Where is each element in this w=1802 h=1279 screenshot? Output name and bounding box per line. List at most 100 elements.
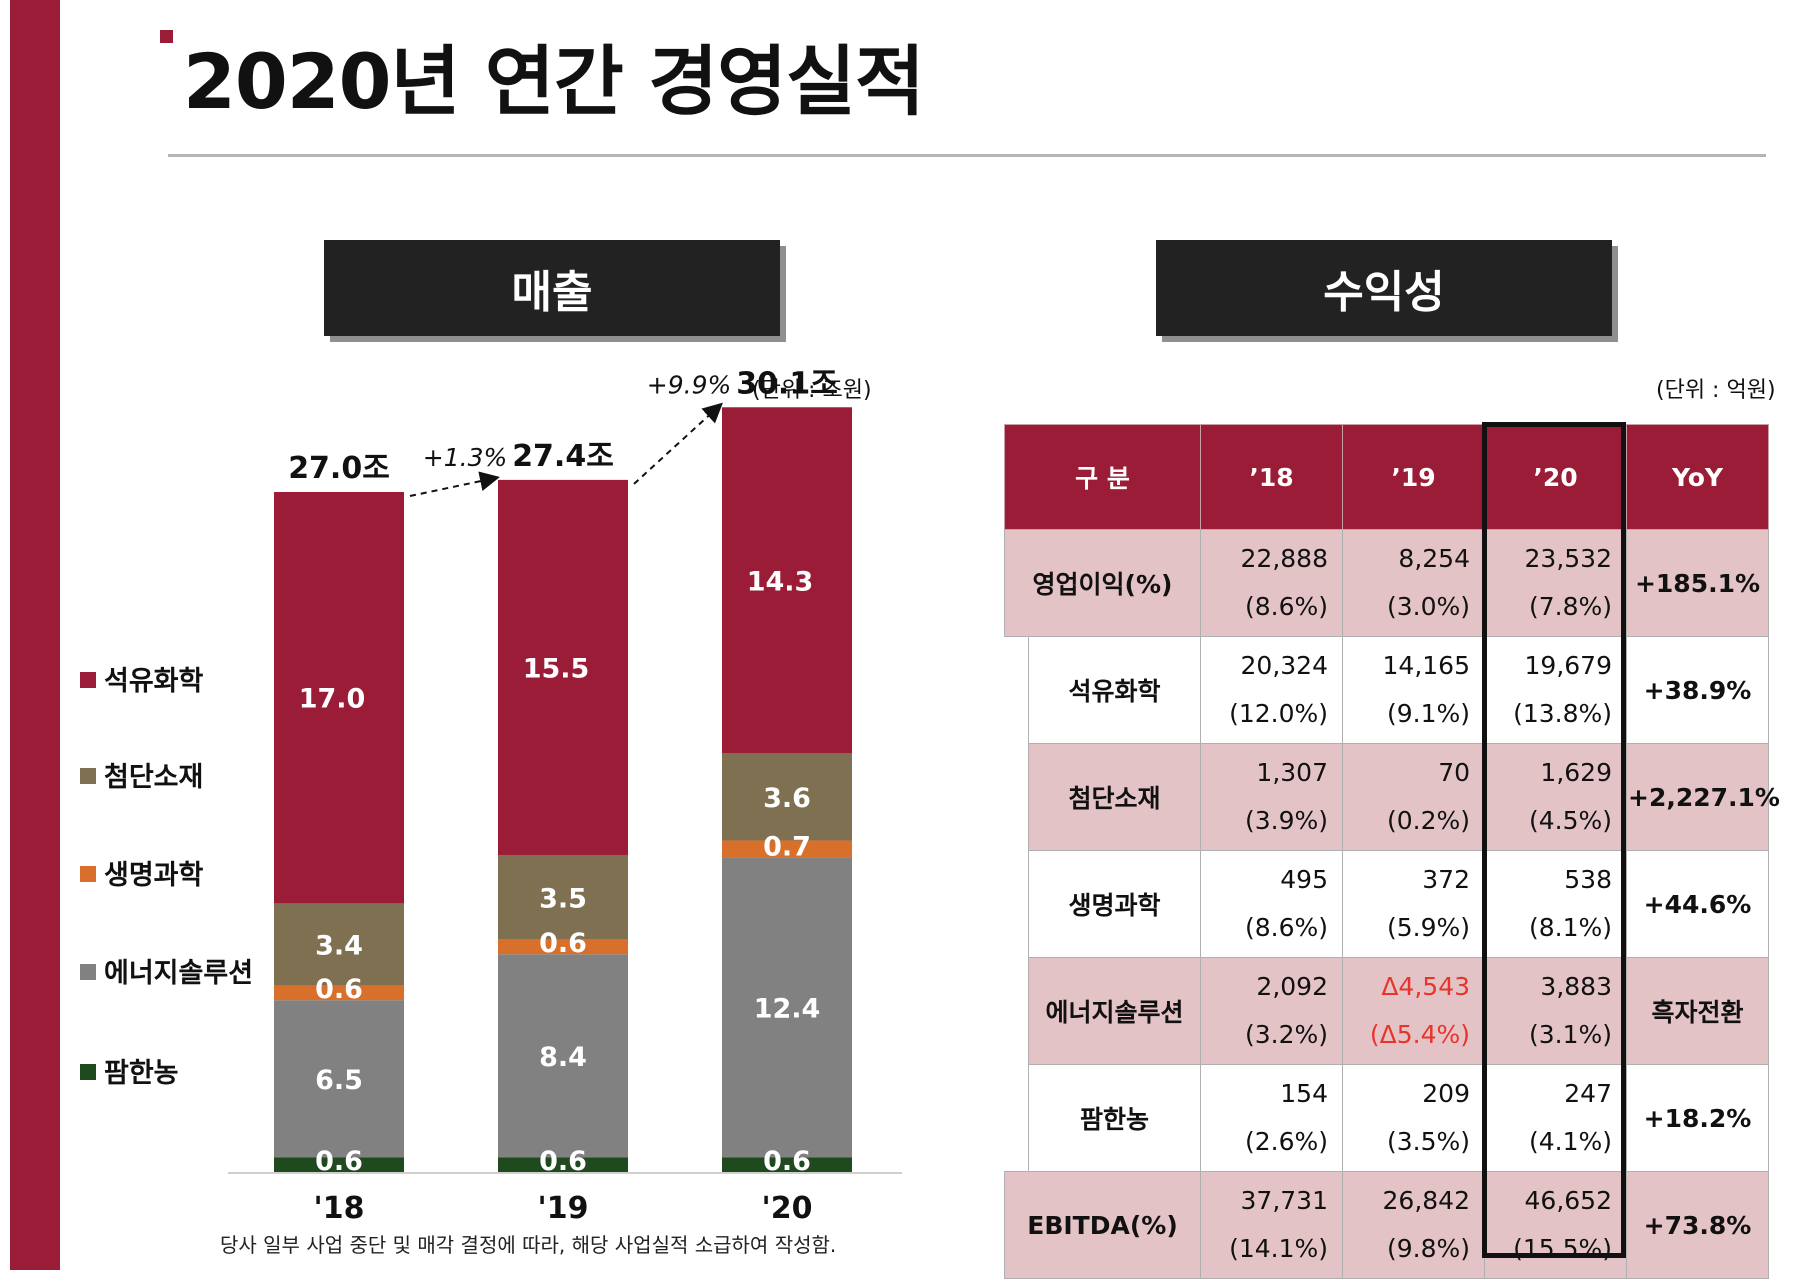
cell-value: 2,092 [1256, 972, 1328, 1001]
total-label: 30.1조 [736, 366, 838, 401]
cell-2020: 247 (4.1%) [1484, 1064, 1627, 1172]
cell-margin: (9.8%) [1386, 1234, 1470, 1263]
legend-swatch [80, 866, 96, 882]
legend-swatch [80, 964, 96, 980]
indent-spacer [1004, 743, 1029, 851]
cell-value: 538 [1564, 865, 1612, 894]
cell-margin: (8.1%) [1528, 913, 1612, 942]
cell-value: 209 [1422, 1079, 1470, 1108]
bar-segment [274, 1157, 404, 1172]
bar-segment [498, 939, 628, 955]
cell-value: 3,883 [1540, 972, 1612, 1001]
legend-label: 첨단소재 [104, 762, 203, 793]
cell-margin: (8.6%) [1244, 592, 1328, 621]
cell-value: 1,307 [1256, 758, 1328, 787]
legend-swatch [80, 768, 96, 784]
cell-margin: (14.1%) [1229, 1234, 1328, 1263]
cell-2019: 209 (3.5%) [1342, 1064, 1485, 1172]
cell-margin: (3.2%) [1244, 1020, 1328, 1049]
left-accent-bar [10, 0, 60, 1270]
row-label: 영업이익(%) [1004, 529, 1201, 637]
table-row-energy-solutions: 에너지솔루션 2,092 (3.2%) Δ4,543 (Δ5.4%) 3,883 (3… [1004, 957, 1769, 1065]
cell-2020: 538 (8.1%) [1484, 850, 1627, 958]
cell-margin: (15.5%) [1513, 1234, 1612, 1263]
cell-2019: 70 (0.2%) [1342, 743, 1485, 851]
indent-spacer [1004, 850, 1029, 958]
bar-segment [722, 753, 852, 841]
cell-value: 46,652 [1524, 1186, 1612, 1215]
bar-segment [498, 479, 628, 855]
table-row-operating-profit: 영업이익(%) 22,888 (8.6%) 8,254 (3.0%) 23,532 (… [1004, 529, 1769, 637]
profitability-table: 구 분 ’18 ’19 ’20 YoY 영업이익(%) 22,888 (8.6%)… [1004, 424, 1780, 1279]
data-label: 8.4 [539, 1042, 587, 1073]
title-divider [168, 154, 1766, 157]
cell-margin: (3.0%) [1386, 592, 1470, 621]
cell-2018: 154 (2.6%) [1200, 1064, 1343, 1172]
cell-2019: 372 (5.9%) [1342, 850, 1485, 958]
header-yoy: YoY [1626, 424, 1769, 530]
sales-unit-note: (단위 : 조원) [752, 378, 872, 403]
table-row-petrochemicals: 석유화학 20,324 (12.0%) 14,165 (9.1%) 19,679 (1… [1004, 636, 1769, 744]
cell-value: 37,731 [1240, 1186, 1328, 1215]
cell-2018: 495 (8.6%) [1200, 850, 1343, 958]
cell-margin: (3.9%) [1244, 806, 1328, 835]
cell-yoy: +185.1% [1626, 529, 1769, 637]
footnote: 당사 일부 사업 중단 및 매각 결정에 따라, 해당 사업실적 소급하여 작성… [220, 1233, 837, 1257]
legend-swatch [80, 672, 96, 688]
growth-label: +9.9% [647, 370, 731, 399]
cell-2018: 1,307 (3.9%) [1200, 743, 1343, 851]
header-category: 구 분 [1004, 424, 1201, 530]
cell-value: 23,532 [1524, 544, 1612, 573]
growth-label: +1.3% [423, 443, 507, 472]
x-tick-label: '18 [314, 1191, 365, 1226]
data-label: 0.7 [763, 831, 811, 862]
cell-margin: (13.8%) [1513, 699, 1612, 728]
bar-segment [498, 954, 628, 1158]
bar-segment [274, 1000, 404, 1158]
bar-segment [722, 1157, 852, 1172]
total-label: 27.4조 [512, 439, 614, 474]
cell-value: 154 [1280, 1079, 1328, 1108]
legend-label: 팜한농 [104, 1058, 179, 1089]
legend-label: 생명과학 [104, 860, 204, 891]
cell-value: 26,842 [1382, 1186, 1470, 1215]
cell-value: 19,679 [1524, 651, 1612, 680]
data-label: 0.6 [539, 928, 587, 959]
data-label: 17.0 [299, 684, 366, 715]
cell-2019: Δ4,543 (Δ5.4%) [1342, 957, 1485, 1065]
cell-margin: (12.0%) [1229, 699, 1328, 728]
row-label: 에너지솔루션 [1028, 957, 1201, 1065]
cell-2018: 20,324 (12.0%) [1200, 636, 1343, 744]
data-label: 0.6 [315, 974, 363, 1005]
x-tick-label: '19 [538, 1191, 589, 1226]
legend-label: 에너지솔루션 [104, 958, 253, 989]
growth-arrow [633, 402, 723, 485]
legend-label: 석유화학 [104, 666, 204, 697]
bar-segment [274, 491, 404, 904]
cell-value: 70 [1438, 758, 1470, 787]
cell-yoy: +44.6% [1626, 850, 1769, 958]
data-label: 3.6 [763, 783, 811, 814]
bar-segment [722, 840, 852, 858]
cell-value: 372 [1422, 865, 1470, 894]
indent-spacer [1004, 636, 1029, 744]
header-2020: ’20 [1484, 424, 1627, 530]
table-row-life-sciences: 생명과학 495 (8.6%) 372 (5.9%) 538 (8.1%) +44.6… [1004, 850, 1769, 958]
cell-margin: (8.6%) [1244, 913, 1328, 942]
cell-yoy: +18.2% [1626, 1064, 1769, 1172]
sales-stacked-bar-chart: 0.6 6.5 0.6 3.4 17.0 '18 27.0조 0.6 8.4 0.6 3.5 15.5… [80, 366, 902, 1226]
row-label: 석유화학 [1028, 636, 1201, 744]
cell-2018: 37,731 (14.1%) [1200, 1171, 1343, 1279]
cell-yoy: +38.9% [1626, 636, 1769, 744]
profit-unit-note: (단위 : 억원) [1656, 378, 1776, 403]
table-row-farm-hannong: 팜한농 154 (2.6%) 209 (3.5%) 247 (4.1%) +18.2% [1004, 1064, 1769, 1172]
row-label: EBITDA(%) [1004, 1171, 1201, 1279]
bar-segment [722, 407, 852, 754]
header-2019: ’19 [1342, 424, 1485, 530]
data-label: 3.4 [315, 931, 363, 962]
title-bullet [160, 30, 173, 43]
bar-segment [498, 854, 628, 940]
cell-value: 495 [1280, 865, 1328, 894]
cell-value: 247 [1564, 1079, 1612, 1108]
indent-spacer [1004, 1064, 1029, 1172]
